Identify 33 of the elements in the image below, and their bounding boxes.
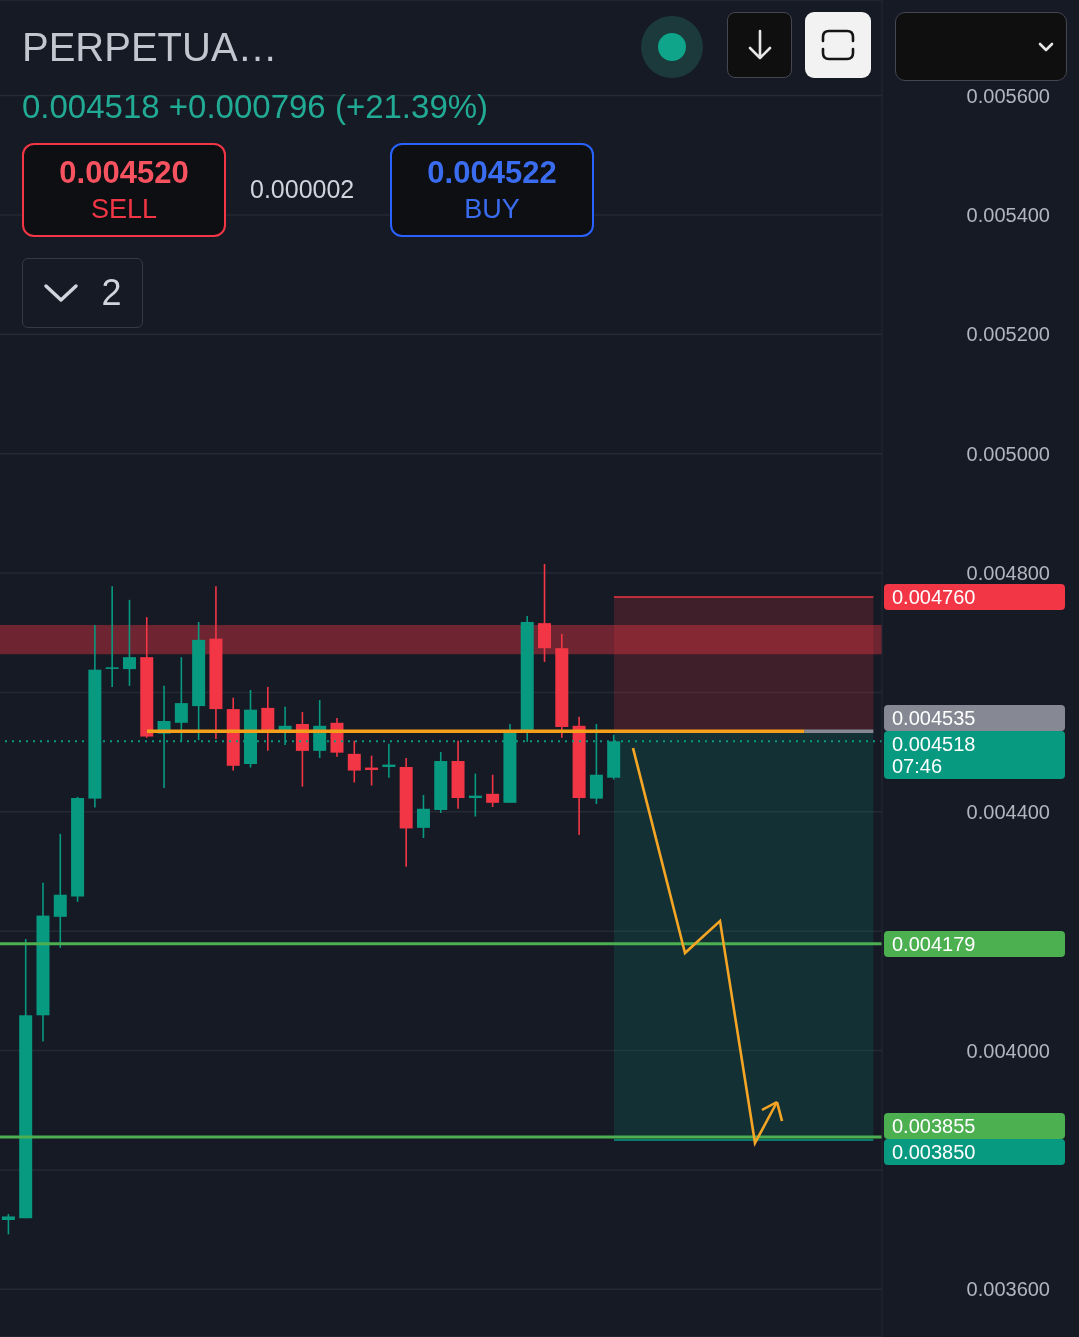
candlestick [416, 794, 430, 839]
y-tick-label: 0.003600 [966, 1278, 1050, 1301]
annotation: 2 [101, 272, 122, 313]
y-tick-label: 0.004800 [966, 562, 1050, 584]
candlestick [122, 599, 136, 687]
annotation: 0.004520 [59, 154, 189, 192]
buy-button: 0.004522 BUY [390, 143, 594, 237]
sell-button: 0.004520 SELL [22, 143, 226, 237]
data-label: 0.004760 [884, 583, 1065, 610]
collapse-button: 2 [22, 258, 143, 328]
candlestick [261, 686, 275, 752]
annotation: BUY [464, 193, 520, 226]
annotation: SELL [90, 193, 158, 226]
y-tick-label: 0.005600 [966, 84, 1050, 107]
text: PERPETUA… [22, 24, 278, 71]
data-label: 0.004535 [884, 704, 1065, 731]
y-tick-label: 0.004400 [966, 800, 1050, 823]
candlestick [105, 585, 119, 688]
ref-line-label: 0.004518 07:46 [884, 730, 1065, 779]
ref-line-label: 0.003855 [884, 1112, 1065, 1139]
y-tick-label: 0.005200 [966, 323, 1050, 346]
y-tick-label: 0.005400 [966, 203, 1050, 226]
annotation: 0.004522 [427, 154, 557, 192]
text: 0.004518 +0.000796 (+21.39%) [22, 87, 489, 127]
data-label: 0.003850 [884, 1138, 1065, 1165]
ref-line-label: 0.004179 [884, 930, 1065, 957]
candlestick [1, 1213, 15, 1236]
candlestick [53, 833, 67, 949]
y-tick-label: 0.004000 [966, 1039, 1050, 1062]
candlestick [347, 739, 361, 784]
candlestick [486, 773, 500, 808]
y-tick-label: 0.005000 [966, 442, 1050, 465]
annotation: 0.000002 [250, 174, 355, 204]
